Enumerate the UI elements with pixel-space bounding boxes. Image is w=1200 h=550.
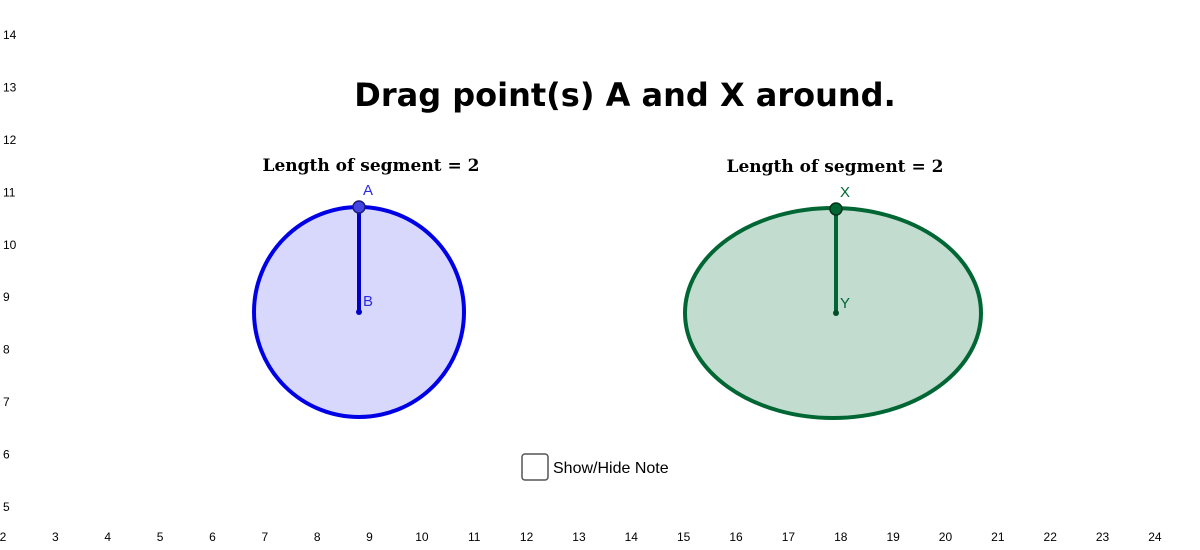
x-tick-label: 6: [209, 530, 216, 544]
checkbox[interactable]: [521, 453, 549, 481]
x-tick-label: 5: [157, 530, 164, 544]
point-a[interactable]: [352, 200, 366, 214]
y-tick-label: 9: [3, 290, 10, 304]
title: Drag point(s) A and X around.: [354, 76, 895, 114]
y-tick-label: 5: [3, 500, 10, 514]
x-tick-label: 11: [468, 530, 481, 544]
x-tick-label: 18: [834, 530, 848, 544]
x-tick-label: 9: [366, 530, 373, 544]
axis-ticks: 2 3 4 5 6 7 8 9 10 11 12 13 14 15 16 17 18 19 20 21 22 23 2414…: [0, 28, 1162, 544]
point-y: [833, 310, 839, 316]
y-tick-label: 7: [3, 395, 10, 409]
point-label: A: [363, 182, 373, 199]
point-label: Y: [840, 295, 850, 312]
x-tick-label: 12: [520, 530, 534, 544]
x-tick-label: 16: [729, 530, 743, 544]
x-tick-label: 22: [1044, 530, 1058, 544]
x-tick-label: 15: [677, 530, 691, 544]
x-tick-label: 24: [1148, 530, 1162, 544]
y-tick-label: 14: [3, 28, 17, 42]
x-tick-label: 17: [782, 530, 796, 544]
point-label: B: [363, 293, 373, 310]
checkbox-label[interactable]: Show/Hide Note: [553, 460, 669, 477]
y-tick-label: 8: [3, 343, 10, 357]
caption: Length of segment = 2: [263, 156, 480, 176]
x-tick-label: 4: [104, 530, 111, 544]
y-tick-label: 11: [3, 185, 16, 199]
caption: Length of segment = 2: [727, 157, 944, 177]
y-tick-label: 10: [3, 238, 17, 252]
point-b: [356, 309, 362, 315]
x-tick-label: 10: [415, 530, 429, 544]
x-tick-label: 7: [261, 530, 268, 544]
x-tick-label: 21: [991, 530, 1005, 544]
point-x[interactable]: [829, 202, 843, 216]
x-tick-label: 19: [886, 530, 900, 544]
x-tick-label: 14: [625, 530, 639, 544]
y-tick-label: 13: [3, 80, 17, 94]
x-tick-label: 8: [314, 530, 321, 544]
x-tick-label: 13: [572, 530, 586, 544]
x-tick-label: 2: [0, 530, 7, 544]
y-tick-label: 6: [3, 448, 10, 462]
y-tick-label: 12: [3, 133, 17, 147]
x-tick-label: 3: [52, 530, 59, 544]
x-tick-label: 20: [939, 530, 953, 544]
point-label: X: [840, 184, 850, 201]
x-tick-label: 23: [1096, 530, 1110, 544]
